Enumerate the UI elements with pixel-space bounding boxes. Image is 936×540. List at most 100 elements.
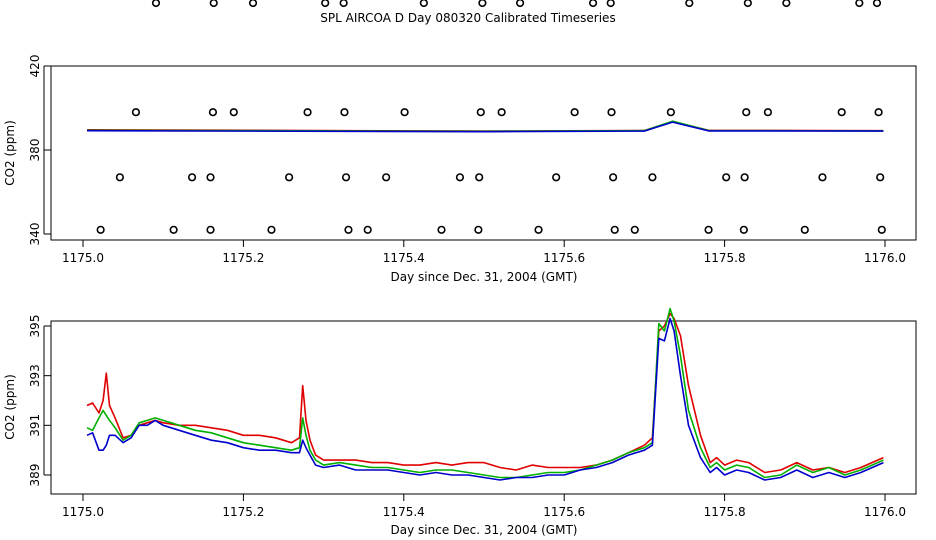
calibration-point	[267, 225, 276, 234]
calibration-point	[855, 0, 864, 8]
calibration-point	[704, 225, 713, 234]
calibration-point	[685, 0, 694, 8]
calibration-point	[588, 0, 598, 8]
x-tick-label: 1176.0	[864, 505, 906, 519]
calibration-point	[610, 225, 619, 234]
top-x-axis-label: Day since Dec. 31, 2004 (GMT)	[391, 270, 578, 284]
calibration-point	[285, 173, 294, 182]
bottom-series-lines	[86, 307, 884, 481]
calibration-point	[874, 108, 883, 117]
top-plot-frame	[50, 65, 917, 241]
calibration-point	[400, 108, 409, 117]
calibration-point	[474, 225, 483, 234]
x-tick-label: 1175.0	[62, 505, 104, 519]
calibration-point	[782, 0, 791, 8]
series-line-blue	[86, 317, 884, 481]
calibration-point	[607, 108, 616, 117]
bottom-y-axis: 389 391 393 395	[28, 315, 51, 487]
calibration-point	[763, 108, 773, 117]
calibration-point	[363, 225, 372, 234]
calibration-point	[872, 0, 882, 8]
calibration-point	[515, 0, 525, 8]
calibration-point	[742, 108, 751, 117]
figure-title: SPL AIRCOA D Day 080320 Calibrated Times…	[320, 11, 615, 25]
x-tick-label: 1175.8	[704, 251, 746, 265]
x-tick-label: 1176.0	[864, 251, 906, 265]
calibration-point	[303, 108, 312, 117]
calibration-point	[151, 0, 161, 8]
calibration-point	[208, 108, 218, 117]
series-line-red	[86, 120, 884, 132]
calibration-point	[666, 108, 675, 117]
calibration-point	[340, 108, 349, 117]
calibration-point	[876, 173, 885, 182]
x-tick-label: 1175.8	[704, 505, 746, 519]
calibration-point	[209, 0, 218, 8]
calibration-point	[419, 0, 428, 8]
y-tick-label: 393	[28, 364, 42, 387]
bottom-x-axis-label: Day since Dec. 31, 2004 (GMT)	[391, 523, 578, 537]
x-tick-label: 1175.4	[383, 505, 425, 519]
calibration-point	[800, 225, 809, 234]
y-tick-label: 380	[28, 139, 42, 162]
calibration-point	[877, 225, 886, 234]
calibration-point	[248, 0, 258, 8]
x-tick-label: 1175.4	[383, 251, 425, 265]
x-tick-label: 1175.2	[222, 251, 264, 265]
series-line-red	[86, 312, 884, 474]
calibration-point	[478, 0, 487, 8]
calibration-point	[115, 173, 124, 182]
calibration-point	[475, 173, 484, 182]
calibration-point	[534, 225, 543, 234]
calibration-point	[169, 225, 178, 234]
y-tick-label: 391	[28, 414, 42, 437]
calibration-point	[740, 173, 749, 182]
x-tick-label: 1175.2	[222, 505, 264, 519]
calibration-point	[321, 0, 330, 8]
calibration-point	[455, 173, 465, 182]
calibration-point	[131, 108, 141, 117]
calibration-point	[630, 225, 639, 234]
y-tick-label: 420	[28, 55, 42, 78]
calibration-point	[743, 0, 752, 8]
calibration-point	[339, 0, 348, 8]
top-y-axis-label: CO2 (ppm)	[3, 120, 17, 186]
y-tick-label: 389	[28, 464, 42, 487]
calibration-point	[96, 225, 105, 234]
calibration-point	[206, 173, 215, 182]
calibration-point	[382, 173, 391, 182]
calibration-point	[552, 173, 561, 182]
calibration-point	[187, 173, 197, 182]
calibration-point	[609, 173, 618, 182]
calibration-point	[341, 173, 351, 182]
top-series-lines	[86, 120, 884, 133]
x-tick-label: 1175.6	[543, 251, 585, 265]
calibration-point	[837, 108, 846, 117]
series-line-blue	[86, 121, 884, 133]
top-y-axis: 340 380 420	[28, 55, 51, 246]
top-panel: 1175.0 1175.2 1175.4 1175.6 1175.8 1176.0 340…	[3, 0, 917, 284]
calibration-point	[206, 225, 215, 234]
series-line-green	[86, 307, 884, 479]
calibration-point	[818, 173, 827, 182]
calibration-point	[437, 225, 446, 234]
top-scatter-points	[96, 0, 886, 234]
calibration-point	[722, 173, 731, 182]
calibration-point	[497, 108, 506, 117]
top-x-axis: 1175.0 1175.2 1175.4 1175.6 1175.8 1176.0	[62, 239, 906, 265]
bottom-y-axis-label: CO2 (ppm)	[3, 374, 17, 440]
calibration-point	[476, 108, 485, 117]
calibration-point	[229, 108, 238, 117]
x-tick-label: 1175.0	[62, 251, 104, 265]
calibration-point	[739, 225, 748, 234]
calibration-point	[570, 108, 579, 117]
calibration-point	[344, 225, 353, 234]
y-tick-label: 340	[28, 223, 42, 246]
y-tick-label: 395	[28, 315, 42, 338]
bottom-panel: 1175.0 1175.2 1175.4 1175.6 1175.8 1176.0 389…	[3, 307, 917, 537]
calibration-point	[648, 173, 657, 182]
bottom-x-axis: 1175.0 1175.2 1175.4 1175.6 1175.8 1176.0	[62, 493, 906, 519]
x-tick-label: 1175.6	[543, 505, 585, 519]
calibration-point	[606, 0, 615, 8]
